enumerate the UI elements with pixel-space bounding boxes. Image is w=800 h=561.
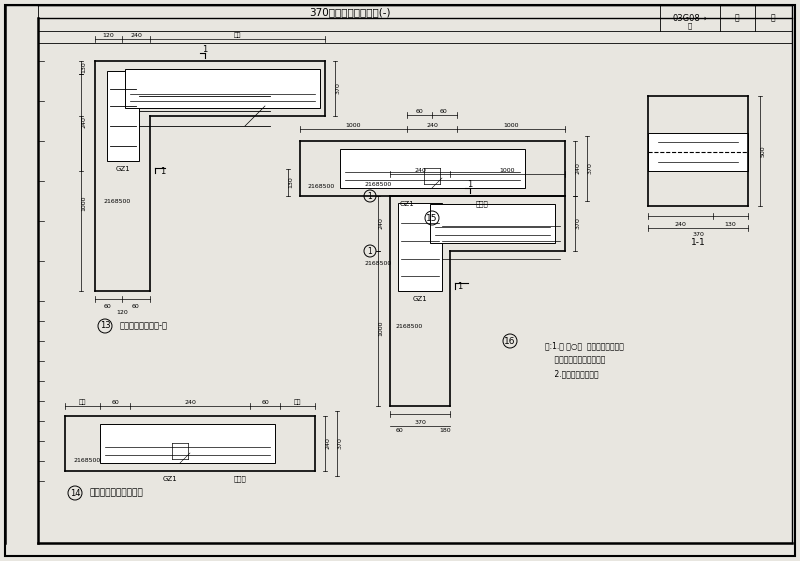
Bar bbox=[340, 149, 525, 188]
Bar bbox=[95, 116, 150, 291]
Text: 1000: 1000 bbox=[378, 321, 383, 336]
Text: GZ1: GZ1 bbox=[116, 166, 130, 172]
Bar bbox=[398, 203, 442, 291]
Text: GZ1: GZ1 bbox=[413, 296, 427, 302]
Bar bbox=[95, 61, 275, 116]
Bar bbox=[430, 204, 555, 243]
Text: 130: 130 bbox=[724, 222, 736, 227]
Text: 注:1.图 ⑳○⑴  拉接筋间距按图示: 注:1.图 ⑳○⑴ 拉接筋间距按图示 bbox=[545, 341, 624, 350]
Bar bbox=[648, 133, 748, 171]
Text: 2168500: 2168500 bbox=[73, 458, 100, 463]
Text: 1000: 1000 bbox=[499, 168, 514, 172]
Text: 2.拉筋纵加、抉加。: 2.拉筋纵加、抉加。 bbox=[545, 369, 598, 378]
Text: 1000: 1000 bbox=[346, 122, 361, 127]
Text: 500: 500 bbox=[761, 145, 766, 157]
Text: 03G08→: 03G08→ bbox=[673, 13, 707, 22]
Text: 页: 页 bbox=[770, 13, 775, 22]
Text: 120: 120 bbox=[116, 310, 128, 315]
Bar bbox=[100, 424, 275, 463]
Text: 2168500: 2168500 bbox=[364, 182, 392, 186]
Text: 拉接筋洞口做法（二）: 拉接筋洞口做法（二） bbox=[90, 489, 144, 498]
Text: 130: 130 bbox=[289, 177, 294, 188]
Text: 1: 1 bbox=[467, 180, 473, 188]
Text: 2168500: 2168500 bbox=[308, 183, 335, 188]
Bar bbox=[125, 69, 320, 108]
Text: 240: 240 bbox=[674, 222, 686, 227]
Bar bbox=[275, 61, 325, 116]
Text: 370: 370 bbox=[335, 82, 341, 94]
Text: 60: 60 bbox=[132, 304, 140, 309]
Text: 墙长: 墙长 bbox=[294, 399, 301, 405]
Text: 局部尺寸限位时的纳筋。: 局部尺寸限位时的纳筋。 bbox=[545, 355, 606, 364]
Text: 1000: 1000 bbox=[82, 196, 86, 211]
Text: 1: 1 bbox=[368, 191, 372, 200]
Text: 墙长: 墙长 bbox=[78, 399, 86, 405]
Text: 240: 240 bbox=[426, 122, 438, 127]
Text: 1: 1 bbox=[202, 44, 208, 53]
Text: 370: 370 bbox=[414, 420, 426, 425]
Bar bbox=[300, 141, 565, 196]
Text: 370: 370 bbox=[338, 438, 342, 449]
Text: 240: 240 bbox=[414, 168, 426, 172]
Text: 2168500: 2168500 bbox=[103, 199, 130, 204]
Text: 370: 370 bbox=[575, 218, 581, 229]
Text: 370: 370 bbox=[587, 163, 593, 174]
Text: 60: 60 bbox=[440, 108, 448, 113]
Text: 比: 比 bbox=[688, 22, 692, 29]
Text: 370版拉接筋节点构造(-): 370版拉接筋节点构造(-) bbox=[310, 7, 390, 17]
Text: 拉筋置: 拉筋置 bbox=[234, 476, 246, 482]
Text: 60: 60 bbox=[104, 304, 112, 309]
Text: 1-1: 1-1 bbox=[690, 237, 706, 246]
Text: 13: 13 bbox=[100, 321, 110, 330]
Bar bbox=[65, 416, 315, 471]
Text: 60: 60 bbox=[415, 108, 423, 113]
Bar bbox=[648, 96, 748, 206]
Text: 240: 240 bbox=[326, 438, 330, 449]
Text: 拉筋置: 拉筋置 bbox=[476, 201, 488, 208]
Text: 1: 1 bbox=[160, 167, 166, 176]
Text: 比: 比 bbox=[734, 13, 739, 22]
Text: 墙长: 墙长 bbox=[234, 32, 241, 38]
Text: 60: 60 bbox=[261, 399, 269, 404]
Text: 16: 16 bbox=[504, 337, 516, 346]
Text: 拉接筋洞口做法（-）: 拉接筋洞口做法（-） bbox=[120, 321, 168, 330]
Text: 370: 370 bbox=[692, 232, 704, 237]
Text: 240: 240 bbox=[130, 33, 142, 38]
Text: 240: 240 bbox=[378, 218, 383, 229]
Text: 14: 14 bbox=[70, 489, 80, 498]
Text: 240: 240 bbox=[575, 163, 581, 174]
Text: 60: 60 bbox=[111, 399, 119, 404]
Text: 15: 15 bbox=[426, 214, 438, 223]
Bar bbox=[390, 251, 450, 406]
Text: 1: 1 bbox=[368, 246, 372, 255]
Text: 240: 240 bbox=[184, 399, 196, 404]
Text: 60: 60 bbox=[396, 428, 404, 433]
Text: 2168500: 2168500 bbox=[364, 260, 392, 265]
Text: GZ1: GZ1 bbox=[162, 476, 178, 482]
Text: 130: 130 bbox=[82, 62, 86, 73]
Text: 180: 180 bbox=[439, 428, 451, 433]
Text: GZ1: GZ1 bbox=[400, 201, 414, 207]
Text: 240: 240 bbox=[82, 117, 86, 128]
Bar bbox=[107, 71, 139, 161]
Bar bbox=[390, 196, 565, 251]
Text: 120: 120 bbox=[102, 33, 114, 38]
Text: 1000: 1000 bbox=[503, 122, 518, 127]
Text: 1: 1 bbox=[458, 282, 462, 291]
Text: 2168500: 2168500 bbox=[395, 324, 422, 329]
